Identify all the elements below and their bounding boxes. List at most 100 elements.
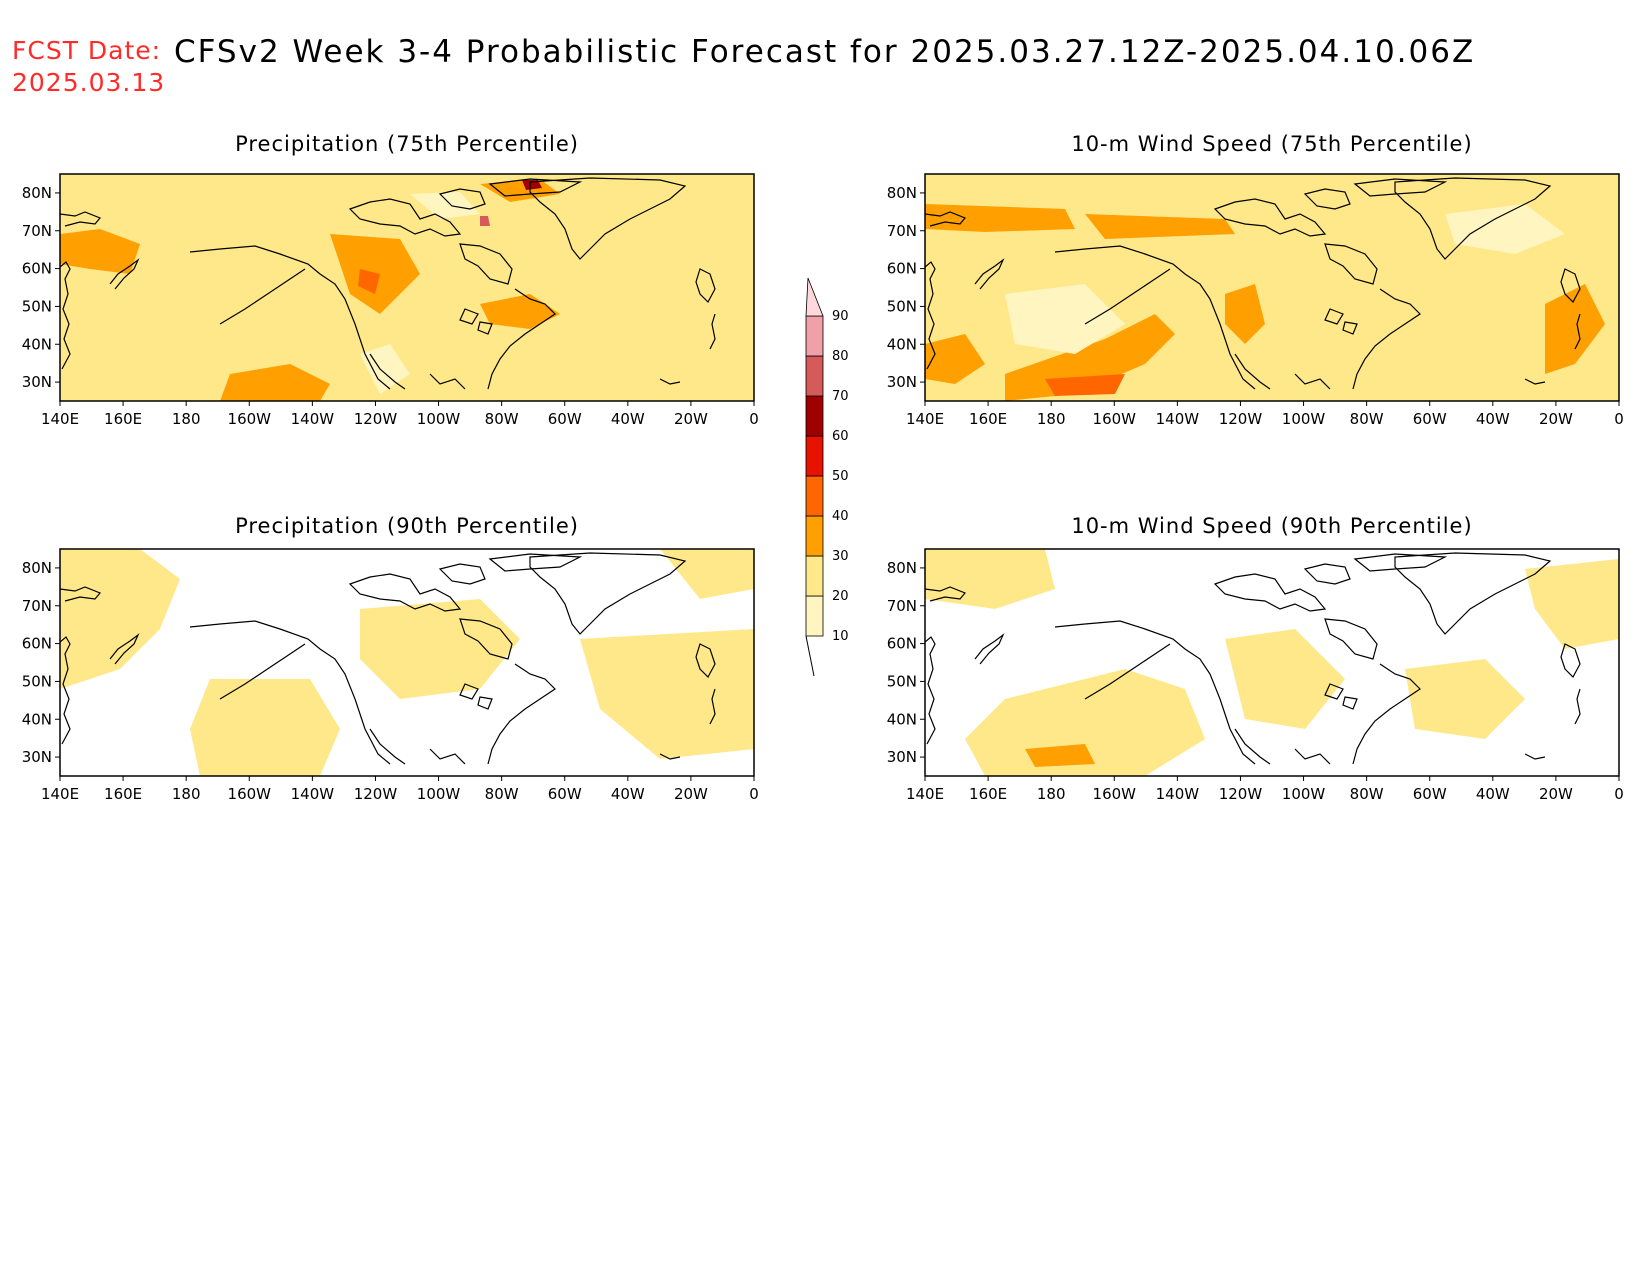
colorbar-segment xyxy=(805,435,824,477)
colorbar-label: 50 xyxy=(832,469,849,484)
map-frame xyxy=(59,548,755,777)
colorbar-label: 60 xyxy=(832,429,849,444)
lon-tick-label: 120W xyxy=(1219,410,1263,428)
fcst-date-value: 2025.03.13 xyxy=(12,68,166,97)
probability-region xyxy=(410,192,480,219)
lon-tick-label: 160E xyxy=(104,785,142,803)
lon-tick-label: 160E xyxy=(969,785,1007,803)
lat-tick-label: 80N xyxy=(22,559,52,577)
lon-tick-label: 140W xyxy=(291,410,335,428)
lon-tick-label: 160W xyxy=(228,410,272,428)
lat-tick-label: 70N xyxy=(887,597,917,615)
probability-region xyxy=(360,344,410,394)
colorbar-segment xyxy=(805,555,824,597)
map-panel-wind-90: 140E 160E 180 160W 140W 120W 100W 80W 60W 40W 20W 0… xyxy=(887,548,1624,803)
colorbar-label: 30 xyxy=(832,549,849,564)
lat-tick-label: 40N xyxy=(22,335,52,353)
lat-tick-label: 30N xyxy=(887,748,917,766)
probability-region xyxy=(1005,284,1125,354)
map-panel-precip-75: 140E 160E 180 160W 140W 120W 100W 80W 60W 40W 20W 0… xyxy=(22,173,759,428)
colorbar-label: 10 xyxy=(832,629,849,644)
lon-tick-label: 100W xyxy=(417,785,461,803)
lon-tick-label: 60W xyxy=(548,410,582,428)
probability-region xyxy=(580,629,754,759)
lat-tick-label: 60N xyxy=(887,635,917,653)
colorbar-segment xyxy=(805,395,824,437)
colorbar-label: 90 xyxy=(832,309,849,324)
lat-tick-label: 30N xyxy=(22,748,52,766)
lat-tick-label: 60N xyxy=(887,260,917,278)
colorbar-segment xyxy=(805,277,824,317)
colorbar-label: 40 xyxy=(832,509,849,524)
probability-region xyxy=(1225,284,1265,344)
lat-tick-label: 70N xyxy=(887,222,917,240)
probability-region xyxy=(660,549,754,599)
lat-tick-label: 40N xyxy=(887,710,917,728)
fcst-date-label: FCST Date: xyxy=(12,36,162,65)
lon-tick-label: 20W xyxy=(1539,410,1573,428)
lon-tick-label: 40W xyxy=(611,785,645,803)
panel-title-wind-75: 10-m Wind Speed (75th Percentile) xyxy=(1071,132,1473,156)
map-frame xyxy=(924,548,1620,777)
probability-region xyxy=(60,229,140,274)
lat-tick-label: 70N xyxy=(22,597,52,615)
probability-region xyxy=(1085,214,1235,239)
map-background xyxy=(60,174,754,401)
map-frame xyxy=(924,173,1620,402)
probability-region xyxy=(925,204,1075,232)
colorbar-tail xyxy=(805,635,815,677)
probability-region xyxy=(358,269,380,294)
lat-tick-label: 60N xyxy=(22,635,52,653)
probability-region xyxy=(190,679,340,776)
lon-tick-label: 140W xyxy=(1156,785,1200,803)
lon-tick-label: 140W xyxy=(1156,410,1200,428)
colorbar-label: 20 xyxy=(832,589,849,604)
map-panel-precip-90: 140E 160E 180 160W 140W 120W 100W 80W 60W 40W 20W 0… xyxy=(22,548,759,803)
colorbar-segment xyxy=(805,595,824,637)
panel-title-wind-90: 10-m Wind Speed (90th Percentile) xyxy=(1071,514,1473,538)
probability-region xyxy=(925,549,1055,609)
colorbar-segment xyxy=(805,355,824,397)
lon-tick-label: 160E xyxy=(969,410,1007,428)
lon-tick-label: 100W xyxy=(1282,410,1326,428)
lat-tick-label: 30N xyxy=(887,373,917,391)
lon-tick-label: 120W xyxy=(1219,785,1263,803)
probability-region xyxy=(522,180,542,190)
lon-tick-label: 0 xyxy=(1614,785,1624,803)
lat-tick-label: 50N xyxy=(887,297,917,315)
lat-tick-label: 40N xyxy=(887,335,917,353)
lat-tick-label: 50N xyxy=(22,297,52,315)
lon-tick-label: 60W xyxy=(1413,785,1447,803)
lon-tick-label: 140E xyxy=(906,410,944,428)
lon-tick-label: 160W xyxy=(228,785,272,803)
lon-tick-label: 180 xyxy=(1037,785,1066,803)
probability-region xyxy=(1225,629,1345,729)
lon-tick-label: 80W xyxy=(485,410,519,428)
map-panel-wind-75: 140E 160E 180 160W 140W 120W 100W 80W 60W 40W 20W 0… xyxy=(887,173,1624,428)
lon-tick-label: 160W xyxy=(1093,785,1137,803)
lon-tick-label: 20W xyxy=(674,410,708,428)
lon-tick-label: 160W xyxy=(1093,410,1137,428)
lon-tick-label: 60W xyxy=(1413,410,1447,428)
probability-region xyxy=(925,334,985,384)
lon-tick-label: 80W xyxy=(485,785,519,803)
probability-region xyxy=(60,549,180,689)
lat-tick-label: 60N xyxy=(22,260,52,278)
probability-region xyxy=(1525,559,1619,649)
lon-tick-label: 180 xyxy=(1037,410,1066,428)
lat-tick-label: 80N xyxy=(887,184,917,202)
lon-tick-label: 80W xyxy=(1350,785,1384,803)
lon-tick-label: 0 xyxy=(749,785,759,803)
colorbar: 10 20 30 40 50 60 70 80 90 xyxy=(805,277,849,677)
panel-title-precip-90: Precipitation (90th Percentile) xyxy=(235,514,579,538)
probability-region xyxy=(1445,204,1565,254)
lon-tick-label: 140E xyxy=(906,785,944,803)
lon-tick-label: 0 xyxy=(749,410,759,428)
lon-tick-label: 20W xyxy=(674,785,708,803)
lon-tick-label: 100W xyxy=(417,410,461,428)
lon-tick-label: 80W xyxy=(1350,410,1384,428)
probability-region xyxy=(1405,659,1525,739)
lon-tick-label: 120W xyxy=(354,410,398,428)
colorbar-label: 70 xyxy=(832,389,849,404)
